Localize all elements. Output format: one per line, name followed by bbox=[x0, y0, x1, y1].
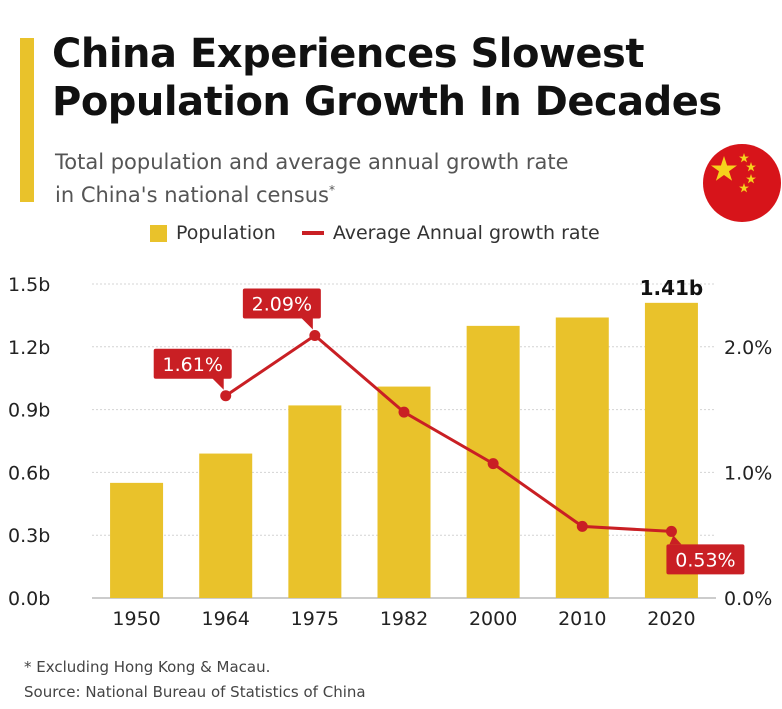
y-left-tick-label: 1.2b bbox=[8, 337, 50, 359]
china-flag-icon bbox=[703, 144, 781, 222]
legend-swatch-growth bbox=[301, 231, 324, 235]
legend-label-growth: Average Annual growth rate bbox=[332, 222, 600, 244]
y-right-tick-label: 1.0% bbox=[724, 462, 772, 484]
x-tick-label: 1950 bbox=[112, 608, 160, 630]
growth-value-label: 2.09% bbox=[252, 293, 312, 315]
legend-swatch-population bbox=[150, 224, 167, 242]
y-left-tick-label: 0.9b bbox=[8, 400, 50, 422]
y-right-tick-label: 2.0% bbox=[724, 337, 772, 359]
bar-value-label: 1.41b bbox=[640, 276, 704, 300]
y-right-tick-label: 0.0% bbox=[724, 588, 772, 610]
subtitle-line-1: Total population and average annual grow… bbox=[55, 150, 569, 174]
growth-label-box bbox=[242, 288, 321, 319]
growth-value-label: 1.61% bbox=[163, 354, 223, 376]
bar bbox=[288, 405, 342, 598]
chart-title: China Experiences Slowest Population Gro… bbox=[52, 30, 722, 126]
x-tick-label: 1982 bbox=[380, 608, 428, 630]
growth-label-pointer bbox=[669, 535, 682, 545]
growth-label-box bbox=[666, 544, 745, 575]
footnote-note: * Excluding Hong Kong & Macau. bbox=[24, 658, 271, 676]
y-left-tick-label: 0.3b bbox=[8, 525, 50, 547]
legend-label-population: Population bbox=[176, 222, 276, 244]
bar bbox=[110, 482, 164, 598]
title-line-2: Population Growth In Decades bbox=[52, 79, 722, 125]
growth-line bbox=[224, 333, 672, 533]
subtitle-line-2: in China's national census bbox=[55, 183, 329, 207]
chart-subtitle: Total population and average annual grow… bbox=[55, 148, 569, 209]
x-tick-label: 1964 bbox=[202, 608, 250, 630]
growth-point bbox=[398, 406, 410, 418]
growth-label-pointer bbox=[211, 377, 224, 390]
bar bbox=[555, 317, 609, 598]
growth-label-pointer bbox=[300, 317, 313, 330]
chart-legend: Population Average Annual growth rate bbox=[150, 222, 600, 244]
title-line-1: China Experiences Slowest bbox=[52, 31, 644, 77]
growth-label-box bbox=[153, 348, 232, 379]
x-tick-label: 2010 bbox=[558, 608, 606, 630]
y-left-tick-label: 0.0b bbox=[8, 588, 50, 610]
bar bbox=[377, 386, 431, 598]
accent-bar bbox=[20, 38, 34, 202]
growth-value-label: 0.53% bbox=[675, 549, 735, 571]
chart-footnote: * Excluding Hong Kong & Macau. Source: N… bbox=[24, 655, 366, 705]
x-tick-label: 2020 bbox=[647, 608, 695, 630]
subtitle-footnote-mark: * bbox=[328, 183, 335, 197]
y-left-tick-label: 1.5b bbox=[8, 274, 50, 296]
growth-point bbox=[309, 329, 321, 341]
growth-point bbox=[487, 458, 499, 470]
footnote-source: Source: National Bureau of Statistics of… bbox=[24, 683, 366, 701]
growth-point bbox=[665, 525, 677, 537]
x-tick-label: 2000 bbox=[469, 608, 517, 630]
x-tick-label: 1975 bbox=[291, 608, 339, 630]
growth-point bbox=[576, 520, 588, 532]
y-left-tick-label: 0.6b bbox=[8, 462, 50, 484]
bar bbox=[199, 453, 253, 598]
growth-point bbox=[220, 390, 232, 402]
